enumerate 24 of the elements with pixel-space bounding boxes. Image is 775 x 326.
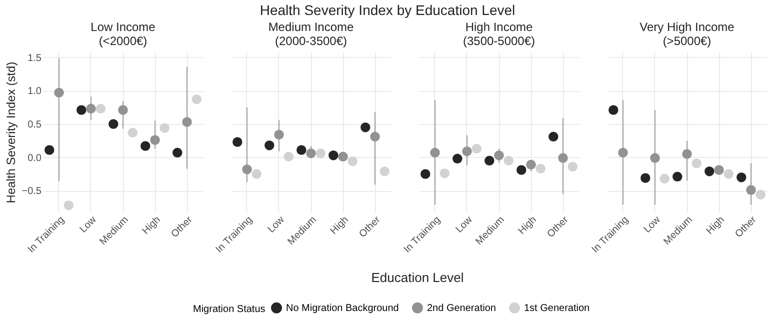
y-tick-label: 1.5 <box>28 52 42 64</box>
legend-label: 2nd Generation <box>427 302 496 314</box>
x-tick-label: Low <box>266 214 288 236</box>
chart-subtitle: High Income (3500-5000€) <box>462 20 536 48</box>
chart-subtitle: Very High Income (>5000€) <box>640 20 735 48</box>
y-tick-label: 0.0 <box>28 152 42 164</box>
y-tick-label: 1.0 <box>28 86 42 98</box>
chart-subtitle: Medium Income (2000-3500€) <box>268 20 354 48</box>
text: Health Severity Index by Education Level <box>258 2 516 19</box>
x-tick-label: High <box>516 214 539 237</box>
x-tick-label: High <box>328 214 351 237</box>
y-tick-label: 0.5 <box>28 120 42 130</box>
x-tick-label: Low <box>78 214 100 236</box>
legend-label: 1st Generation <box>524 302 590 314</box>
x-tick-label: Low <box>454 214 476 236</box>
legend-label: No Migration Background <box>286 302 399 314</box>
chart-subtitle: Low Income (<2000€) <box>90 20 156 48</box>
x-tick-label: High <box>704 214 727 237</box>
x-tick-label: High <box>140 214 163 237</box>
y-axis-title: Health Severity Index (std) <box>4 62 18 204</box>
legend-title: Migration Status <box>193 304 266 315</box>
y-tick-label: −0.5 <box>22 186 42 198</box>
x-tick-label: Low <box>642 214 664 236</box>
text: Education Level <box>370 270 465 285</box>
